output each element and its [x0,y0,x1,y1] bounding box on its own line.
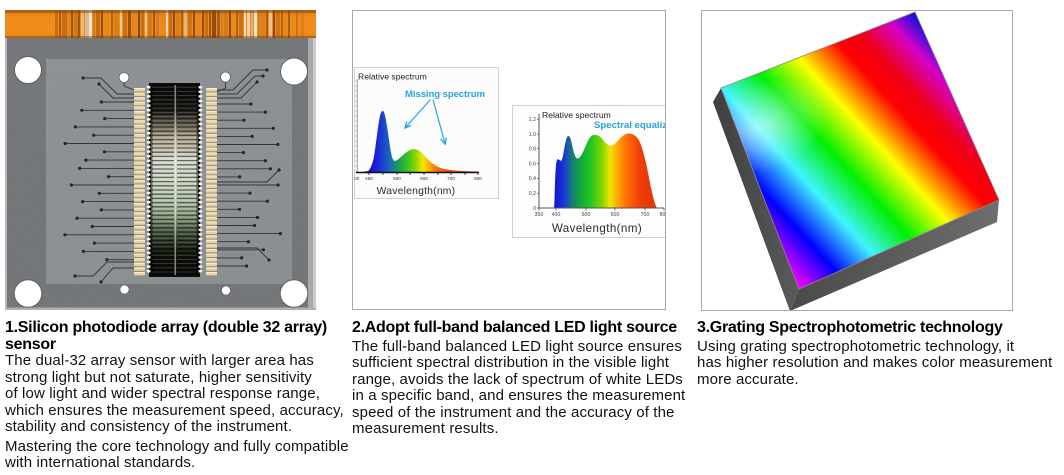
svg-text:0.6: 0.6 [529,161,536,167]
svg-text:400: 400 [354,176,360,181]
svg-text:Missing spectrum: Missing spectrum [405,89,485,100]
svg-text:700: 700 [447,176,455,181]
svg-text:600: 600 [420,176,428,181]
svg-text:800: 800 [660,212,666,218]
svg-text:400: 400 [552,212,561,218]
svg-text:0: 0 [533,206,536,212]
svg-text:Wavelength(nm): Wavelength(nm) [377,186,456,197]
svg-text:350: 350 [535,212,544,218]
svg-text:450: 450 [365,176,373,181]
svg-text:600: 600 [611,212,620,218]
svg-text:Relative spectrum: Relative spectrum [542,110,611,120]
svg-text:1.2: 1.2 [529,117,536,123]
svg-text:0.2: 0.2 [529,191,536,197]
svg-text:800: 800 [474,176,482,181]
svg-text:Wavelength(nm): Wavelength(nm) [552,222,642,235]
svg-text:500: 500 [393,176,401,181]
svg-text:0.4: 0.4 [529,176,536,182]
svg-text:500: 500 [582,212,591,218]
svg-text:700: 700 [641,212,650,218]
svg-text:0.8: 0.8 [529,147,536,153]
svg-text:1.0: 1.0 [529,132,536,138]
svg-text:Relative spectrum: Relative spectrum [358,72,427,82]
svg-text:Spectral equalization: Spectral equalization [594,120,666,131]
